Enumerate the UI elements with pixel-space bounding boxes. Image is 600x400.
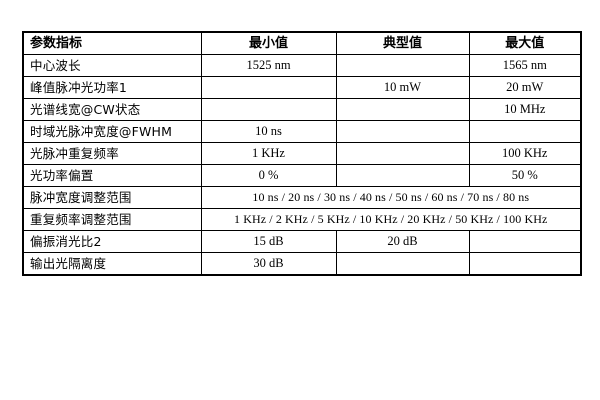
typical-value-cell	[335, 142, 470, 165]
parameter-name-cell: 脉冲宽度调整范围	[22, 186, 202, 209]
parameter-name-cell: 重复频率调整范围	[22, 208, 202, 231]
table-row: 光功率偏置 0 % 50 %	[22, 164, 582, 187]
typical-value-cell: 10 mW	[335, 76, 470, 99]
parameter-name-cell: 偏振消光比2	[22, 230, 202, 253]
min-value-cell	[200, 98, 337, 121]
typical-value-cell	[335, 54, 470, 77]
min-value-cell: 1525 nm	[200, 54, 337, 77]
parameter-name-cell: 中心波长	[22, 54, 202, 77]
table-row: 时域光脉冲宽度@FWHM 10 ns	[22, 120, 582, 143]
column-header-typical: 典型值	[335, 31, 470, 55]
max-value-cell	[468, 120, 582, 143]
min-value-cell: 1 KHz	[200, 142, 337, 165]
typical-value-cell: 20 dB	[335, 230, 470, 253]
table-header-row: 参数指标 最小值 典型值 最大值	[22, 31, 582, 55]
table-row: 重复频率调整范围 1 KHz / 2 KHz / 5 KHz / 10 KHz /…	[22, 208, 582, 231]
max-value-cell: 1565 nm	[468, 54, 582, 77]
merged-value-cell: 1 KHz / 2 KHz / 5 KHz / 10 KHz / 20 KHz …	[200, 208, 582, 231]
max-value-cell: 50 %	[468, 164, 582, 187]
max-value-cell: 20 mW	[468, 76, 582, 99]
table-row: 光脉冲重复频率 1 KHz 100 KHz	[22, 142, 582, 165]
min-value-cell: 30 dB	[200, 252, 337, 276]
min-value-cell: 10 ns	[200, 120, 337, 143]
typical-value-cell	[335, 164, 470, 187]
column-header-max: 最大值	[468, 31, 582, 55]
table-row: 输出光隔离度 30 dB	[22, 252, 582, 276]
typical-value-cell	[335, 120, 470, 143]
max-value-cell: 10 MHz	[468, 98, 582, 121]
typical-value-cell	[335, 98, 470, 121]
max-value-cell: 100 KHz	[468, 142, 582, 165]
table-row: 脉冲宽度调整范围 10 ns / 20 ns / 30 ns / 40 ns / …	[22, 186, 582, 209]
min-value-cell: 0 %	[200, 164, 337, 187]
parameter-name-cell: 光功率偏置	[22, 164, 202, 187]
table-header: 参数指标 最小值 典型值 最大值	[22, 31, 582, 55]
table-row: 峰值脉冲光功率1 10 mW 20 mW	[22, 76, 582, 99]
typical-value-cell	[335, 252, 470, 276]
column-header-parameter: 参数指标	[22, 31, 202, 55]
min-value-cell	[200, 76, 337, 99]
table-row: 中心波长 1525 nm 1565 nm	[22, 54, 582, 77]
parameter-specification-table: 参数指标 最小值 典型值 最大值 中心波长 1525 nm 1565 nm 峰值脉冲光…	[22, 31, 582, 276]
table-row: 偏振消光比2 15 dB 20 dB	[22, 230, 582, 253]
parameter-name-cell: 光谱线宽@CW状态	[22, 98, 202, 121]
table-body: 中心波长 1525 nm 1565 nm 峰值脉冲光功率1 10 mW 20 mW 光谱线宽…	[22, 54, 582, 276]
max-value-cell	[468, 230, 582, 253]
parameter-name-cell: 光脉冲重复频率	[22, 142, 202, 165]
max-value-cell	[468, 252, 582, 276]
parameter-name-cell: 时域光脉冲宽度@FWHM	[22, 120, 202, 143]
column-header-min: 最小值	[200, 31, 337, 55]
table-row: 光谱线宽@CW状态 10 MHz	[22, 98, 582, 121]
spec-table-container: 参数指标 最小值 典型值 最大值 中心波长 1525 nm 1565 nm 峰值脉冲光…	[22, 31, 582, 276]
min-value-cell: 15 dB	[200, 230, 337, 253]
merged-value-cell: 10 ns / 20 ns / 30 ns / 40 ns / 50 ns / …	[200, 186, 582, 209]
parameter-name-cell: 输出光隔离度	[22, 252, 202, 276]
parameter-name-cell: 峰值脉冲光功率1	[22, 76, 202, 99]
